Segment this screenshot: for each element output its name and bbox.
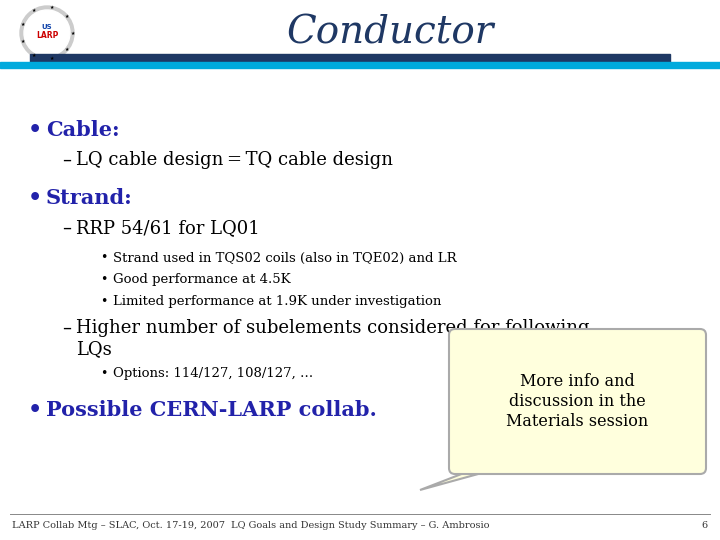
Text: ★: ★ [20, 22, 24, 26]
FancyBboxPatch shape [449, 329, 706, 474]
Text: Higher number of subelements considered for following: Higher number of subelements considered … [76, 319, 590, 337]
Text: More info and
discussion in the
Materials session: More info and discussion in the Material… [506, 373, 649, 430]
Text: Strand used in TQS02 coils (also in TQE02) and LR: Strand used in TQS02 coils (also in TQE0… [113, 252, 456, 265]
Text: –: – [62, 219, 71, 237]
Text: LQs: LQs [76, 340, 112, 358]
Text: LQ cable design = TQ cable design: LQ cable design = TQ cable design [76, 151, 393, 169]
Text: Conductor: Conductor [287, 15, 494, 51]
Text: 6: 6 [702, 521, 708, 530]
Text: •: • [28, 120, 42, 140]
Text: LARP: LARP [36, 30, 58, 39]
Circle shape [20, 6, 74, 60]
Text: ★: ★ [20, 39, 24, 44]
Text: –: – [62, 151, 71, 169]
Circle shape [24, 10, 70, 56]
Text: •: • [28, 400, 42, 420]
Bar [0, 62, 720, 68]
Polygon shape [420, 468, 500, 490]
Text: ★: ★ [50, 56, 54, 61]
Text: •: • [100, 252, 107, 265]
Text: •: • [100, 273, 107, 287]
Text: •: • [100, 295, 107, 308]
Text: ★: ★ [32, 53, 36, 58]
Text: LQ Goals and Design Study Summary – G. Ambrosio: LQ Goals and Design Study Summary – G. A… [230, 521, 490, 530]
Text: •: • [100, 367, 107, 380]
Text: Possible CERN-LARP collab.: Possible CERN-LARP collab. [46, 400, 377, 420]
Text: Options: 114/127, 108/127, …: Options: 114/127, 108/127, … [113, 367, 313, 380]
Text: ★: ★ [32, 8, 36, 13]
Text: ★: ★ [65, 14, 69, 19]
Text: Strand:: Strand: [46, 188, 132, 208]
Text: US: US [42, 24, 53, 30]
Bar [30, 54, 670, 63]
Text: Limited performance at 1.9K under investigation: Limited performance at 1.9K under invest… [113, 295, 441, 308]
Text: Good performance at 4.5K: Good performance at 4.5K [113, 273, 291, 287]
Text: –: – [62, 319, 71, 337]
Text: RRP 54/61 for LQ01: RRP 54/61 for LQ01 [76, 219, 260, 237]
Text: •: • [28, 188, 42, 208]
Text: LARP Collab Mtg – SLAC, Oct. 17-19, 2007: LARP Collab Mtg – SLAC, Oct. 17-19, 2007 [12, 521, 225, 530]
Text: ★: ★ [71, 30, 75, 36]
Text: Cable:: Cable: [46, 120, 120, 140]
Text: ★: ★ [50, 5, 54, 10]
Text: ★: ★ [65, 47, 69, 52]
